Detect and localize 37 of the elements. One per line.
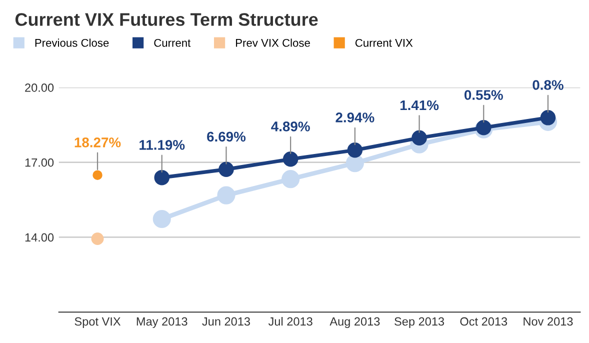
x-tick-label: Aug 2013 [330,317,380,328]
point [282,151,298,167]
annotation: 1.41% [400,100,439,110]
point [347,142,363,158]
y-tick-label: 17.00 [25,158,54,167]
annotation: 6.69% [207,132,246,142]
annotation: 4.89% [271,122,310,132]
x-tick-label: Sep 2013 [394,317,444,328]
legend-label: Previous Close [35,38,109,47]
x-tick-label: Spot VIX [74,317,121,328]
point [282,170,300,188]
point [217,186,236,204]
point [91,232,104,245]
point [412,130,427,146]
annotation: 11.19% [140,140,185,150]
point [346,154,364,172]
annotation: 0.8% [532,80,564,90]
y-tick-label: 14.00 [25,233,54,242]
point [154,170,170,186]
annotation: 2.94% [336,112,374,122]
chart-title: Current VIX Futures Term Structure [15,13,318,26]
legend-label: Prev VIX Close [236,38,310,47]
point [92,170,102,180]
x-tick-label: Jul 2013 [268,316,312,326]
x-tick-label: Jun 2013 [202,317,250,326]
x-tick-label: Oct 2013 [460,317,508,326]
point [218,162,234,177]
point [476,120,492,136]
legend-label: Current VIX [355,38,413,47]
point [152,210,171,228]
legend-label: Current [154,38,191,47]
annotation: 0.55% [464,90,503,100]
annotation: 18.27% [74,138,121,148]
x-tick-label: May 2013 [136,317,188,328]
y-tick-label: 20.00 [25,84,54,92]
point [540,110,556,126]
x-tick-label: Nov 2013 [524,317,573,326]
